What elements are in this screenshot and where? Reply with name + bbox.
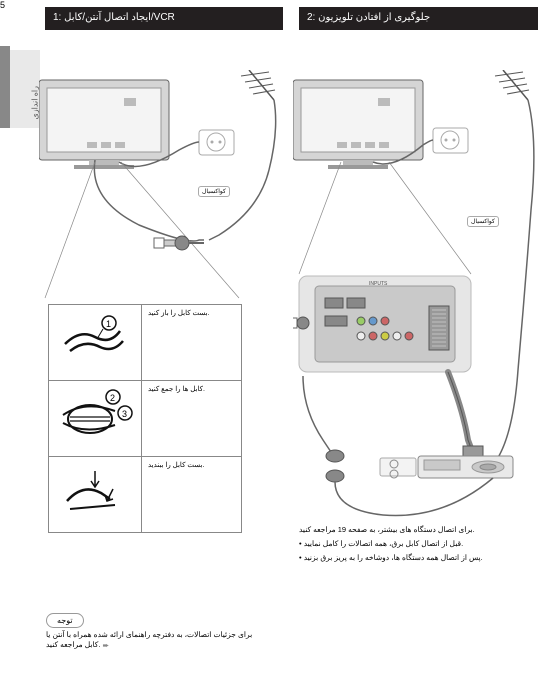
side-tab-light: راه اندازی <box>10 50 40 128</box>
step-text-2: کابل ها را جمع کنید. <box>142 381 242 457</box>
note-text-left: برای جزئیات اتصالات، به دفترچه راهنمای ا… <box>46 630 256 651</box>
arrow-icon: ➨ <box>103 641 110 652</box>
clip-bundle-icon: 2 3 <box>55 385 135 445</box>
clip-open-icon: 1 <box>55 309 135 369</box>
step-icon-1: 1 <box>49 305 142 381</box>
diagram-right: INPUTS <box>293 70 538 530</box>
table-row: 1 بست کابل را باز کنید. <box>49 305 242 381</box>
step-text-1: بست کابل را باز کنید. <box>142 305 242 381</box>
table-row: بست کابل را ببندید. <box>49 457 242 533</box>
coax-label-left: کواکسیال <box>198 186 230 197</box>
header-bar-left: 1: ایجاد اتصال آنتن/کابل/VCR <box>45 7 283 30</box>
step-icon-2: 2 3 <box>49 381 142 457</box>
svg-text:1: 1 <box>106 319 111 329</box>
header-bar-right: 2: جلوگیری از افتادن تلویزیون <box>299 7 538 30</box>
svg-text:INPUTS: INPUTS <box>369 281 388 287</box>
step-text-3: بست کابل را ببندید. <box>142 457 242 533</box>
side-tab-dark <box>0 46 10 128</box>
coax-label-right: کواکسیال <box>467 216 499 227</box>
note-right-p1: برای اتصال دستگاه های بیشتر، به صفحه 19 … <box>299 525 529 535</box>
note-text-right: برای اتصال دستگاه های بیشتر، به صفحه 19 … <box>299 525 529 567</box>
note-pill: توجه <box>46 613 84 628</box>
step-icon-3 <box>49 457 142 533</box>
svg-text:2: 2 <box>110 393 115 403</box>
diagram-left <box>39 70 289 310</box>
table-row: 2 3 کابل ها را جمع کنید. <box>49 381 242 457</box>
note-right-p2: • قبل از اتصال کابل برق، همه اتصالات را … <box>299 539 529 549</box>
note-right-p3: • پس از اتصال همه دستگاه ها، دوشاخه را ب… <box>299 553 529 563</box>
header-left-title: 1: ایجاد اتصال آنتن/کابل/VCR <box>45 7 283 28</box>
clip-close-icon <box>55 461 135 521</box>
cable-tie-table: 1 بست کابل را باز کنید. 2 3 کابل ها را ج… <box>48 304 242 533</box>
note-left-bullet: برای جزئیات اتصالات، به دفترچه راهنمای ا… <box>46 630 252 649</box>
header-right-title: 2: جلوگیری از افتادن تلویزیون <box>299 7 538 28</box>
page-number: 5 <box>0 0 38 10</box>
svg-text:3: 3 <box>122 409 127 419</box>
